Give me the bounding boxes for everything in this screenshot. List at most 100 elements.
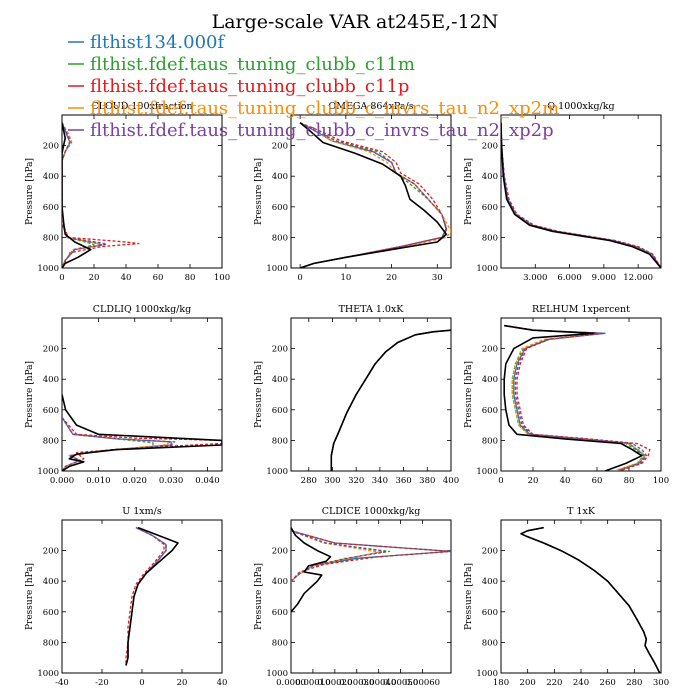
x-tick-label: 9.000 [592,273,616,283]
legend-entry: flthist.fdef.taus_tuning_clubb_c_invrs_t… [68,98,559,119]
x-tick-label: 180 [493,678,509,688]
x-tick-label: 300 [653,678,669,688]
series-line [330,329,451,471]
y-tick-label: 200 [43,547,59,557]
panel-title: CLOUD 100xfraction [91,101,192,112]
y-tick-label: 400 [482,375,498,385]
y-tick-label: 1000 [37,669,59,679]
axes-frame [500,317,662,472]
x-tick-label: 20 [177,678,188,688]
series-line [330,329,451,471]
y-tick-label: 800 [272,436,288,446]
series-line [62,122,92,268]
series-line [504,324,645,471]
y-axis-label: Pressure [hPa] [254,563,264,630]
legend-entry: flthist.fdef.taus_tuning_clubb_c11p [68,76,409,97]
panel-title: T 1xK [567,506,596,517]
y-tick-label: 600 [482,608,498,618]
panel-title: CLDLIQ 1000xkg/kg [93,304,191,315]
y-tick-label: 400 [43,375,59,385]
axes-frame [290,114,452,269]
x-tick-label: 0.00020 [317,678,352,688]
x-tick-label: 80 [624,476,635,486]
x-tick-label: 360 [395,476,411,486]
x-tick-label: 0.00050 [383,678,418,688]
x-tick-label: 6.000 [557,273,581,283]
series-group [62,394,222,471]
x-tick-label: 0 [59,273,64,283]
y-tick-label: 1000 [476,669,498,679]
subplot: 200 400 600 800 1000 280 300 320 340 360 380 400 Pre… [254,304,459,486]
y-axis-label: Pressure [hPa] [254,361,264,428]
x-tick-label: 100 [653,476,669,486]
x-tick-label: 280 [626,678,642,688]
panel-title: OMEGA 864xPa/s [328,101,413,112]
x-tick-label: 3.000 [523,273,547,283]
x-tick-label: 0 [297,273,302,283]
legend-label: flthist134.000f [90,32,225,53]
y-tick-label: 400 [272,172,288,182]
y-axis-label: Pressure [hPa] [464,158,474,225]
axes-frame [500,519,662,674]
y-tick-label: 400 [272,577,288,587]
series-line [504,324,648,471]
subplot: 200 400 600 800 1000-40 -20 0 20 40 Pressure [hPa… [25,506,227,688]
series-line [330,329,451,471]
legend-entry: flthist134.000f [68,32,225,53]
y-tick-label: 1000 [266,467,288,477]
y-axis-label: Pressure [hPa] [464,563,474,630]
subplot: 200 400 600 800 1000 3.000 6.000 9.000 12.000 Pre… [464,101,662,283]
series-line [520,526,661,673]
x-tick-label: 380 [419,476,435,486]
x-tick-label: 0.00060 [405,678,440,688]
series-line [520,526,661,673]
y-tick-label: 200 [482,345,498,355]
series-line [291,530,386,582]
x-tick-label: 200 [520,678,536,688]
series-line [299,122,448,268]
series-line [62,417,154,471]
y-tick-label: 600 [272,608,288,618]
x-tick-label: 240 [573,678,589,688]
subplot: 200 400 600 800 1000 0 10 20 30 Pressure [hPa] OME… [254,101,452,283]
y-axis-label: Pressure [hPa] [25,361,35,428]
y-tick-label: 600 [482,203,498,213]
x-tick-label: 60 [153,273,164,283]
x-tick-label: 220 [546,678,562,688]
y-tick-label: 800 [272,638,288,648]
y-tick-label: 1000 [37,467,59,477]
x-tick-label: 280 [301,476,317,486]
series-group [330,329,451,471]
series-line [520,526,661,673]
axes-frame [61,519,223,674]
x-tick-label: 80 [185,273,196,283]
x-tick-label: 0.030 [159,476,183,486]
y-axis-label: Pressure [hPa] [25,563,35,630]
series-line [62,122,95,268]
series-group [291,527,451,613]
series-line [501,122,661,268]
y-tick-label: 200 [272,345,288,355]
y-tick-label: 800 [43,436,59,446]
series-line [291,530,451,582]
x-tick-label: 0.00040 [361,678,396,688]
series-line [62,394,222,471]
y-tick-label: 800 [482,436,498,446]
legend-label: flthist.fdef.taus_tuning_clubb_c11p [90,76,409,97]
series-line [62,122,140,268]
y-tick-label: 400 [43,577,59,587]
y-tick-label: 600 [43,608,59,618]
series-line [291,530,391,582]
panel-title: Q 1000xkg/kg [547,101,614,112]
x-tick-label: 20 [89,273,100,283]
legend-entry: flthist.fdef.taus_tuning_clubb_c11m [68,54,415,75]
y-tick-label: 800 [482,233,498,243]
y-tick-label: 1000 [476,264,498,274]
series-line [520,526,661,673]
series-line [330,329,451,471]
series-line [291,530,380,582]
x-tick-label: 0.00030 [339,678,374,688]
